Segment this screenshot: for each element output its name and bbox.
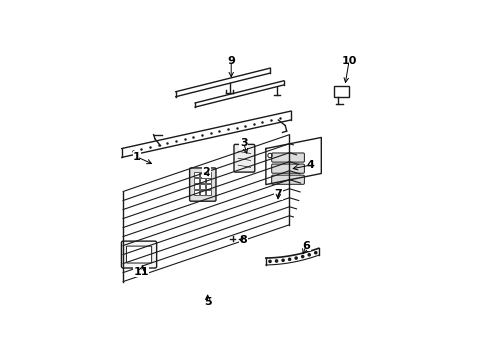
FancyBboxPatch shape — [193, 190, 199, 194]
Circle shape — [307, 254, 310, 256]
Text: 11: 11 — [133, 267, 148, 277]
FancyBboxPatch shape — [126, 246, 151, 263]
Circle shape — [288, 258, 290, 260]
Circle shape — [294, 257, 297, 259]
Circle shape — [268, 260, 270, 262]
FancyBboxPatch shape — [233, 144, 254, 172]
Text: 10: 10 — [341, 56, 356, 66]
FancyBboxPatch shape — [205, 190, 211, 194]
Text: 2: 2 — [202, 167, 210, 177]
FancyBboxPatch shape — [200, 190, 205, 194]
FancyBboxPatch shape — [193, 184, 199, 189]
FancyBboxPatch shape — [193, 178, 199, 183]
Text: 8: 8 — [239, 235, 247, 245]
FancyBboxPatch shape — [271, 175, 304, 184]
FancyBboxPatch shape — [193, 172, 199, 177]
Circle shape — [301, 256, 303, 258]
FancyBboxPatch shape — [271, 153, 304, 162]
Text: 1: 1 — [133, 152, 141, 162]
Text: 6: 6 — [302, 240, 309, 251]
FancyBboxPatch shape — [271, 164, 304, 173]
Circle shape — [275, 260, 277, 262]
FancyBboxPatch shape — [333, 86, 348, 97]
Text: 3: 3 — [240, 138, 247, 148]
FancyBboxPatch shape — [205, 184, 211, 189]
FancyBboxPatch shape — [200, 178, 205, 183]
Text: 7: 7 — [274, 189, 282, 199]
Circle shape — [282, 259, 284, 261]
Text: 4: 4 — [305, 160, 313, 170]
FancyBboxPatch shape — [205, 172, 211, 177]
FancyBboxPatch shape — [189, 168, 216, 201]
Text: 5: 5 — [203, 297, 211, 307]
FancyBboxPatch shape — [200, 184, 205, 189]
Circle shape — [314, 252, 316, 254]
FancyBboxPatch shape — [200, 172, 205, 177]
FancyBboxPatch shape — [121, 241, 156, 268]
FancyBboxPatch shape — [205, 178, 211, 183]
Text: 9: 9 — [227, 56, 235, 66]
